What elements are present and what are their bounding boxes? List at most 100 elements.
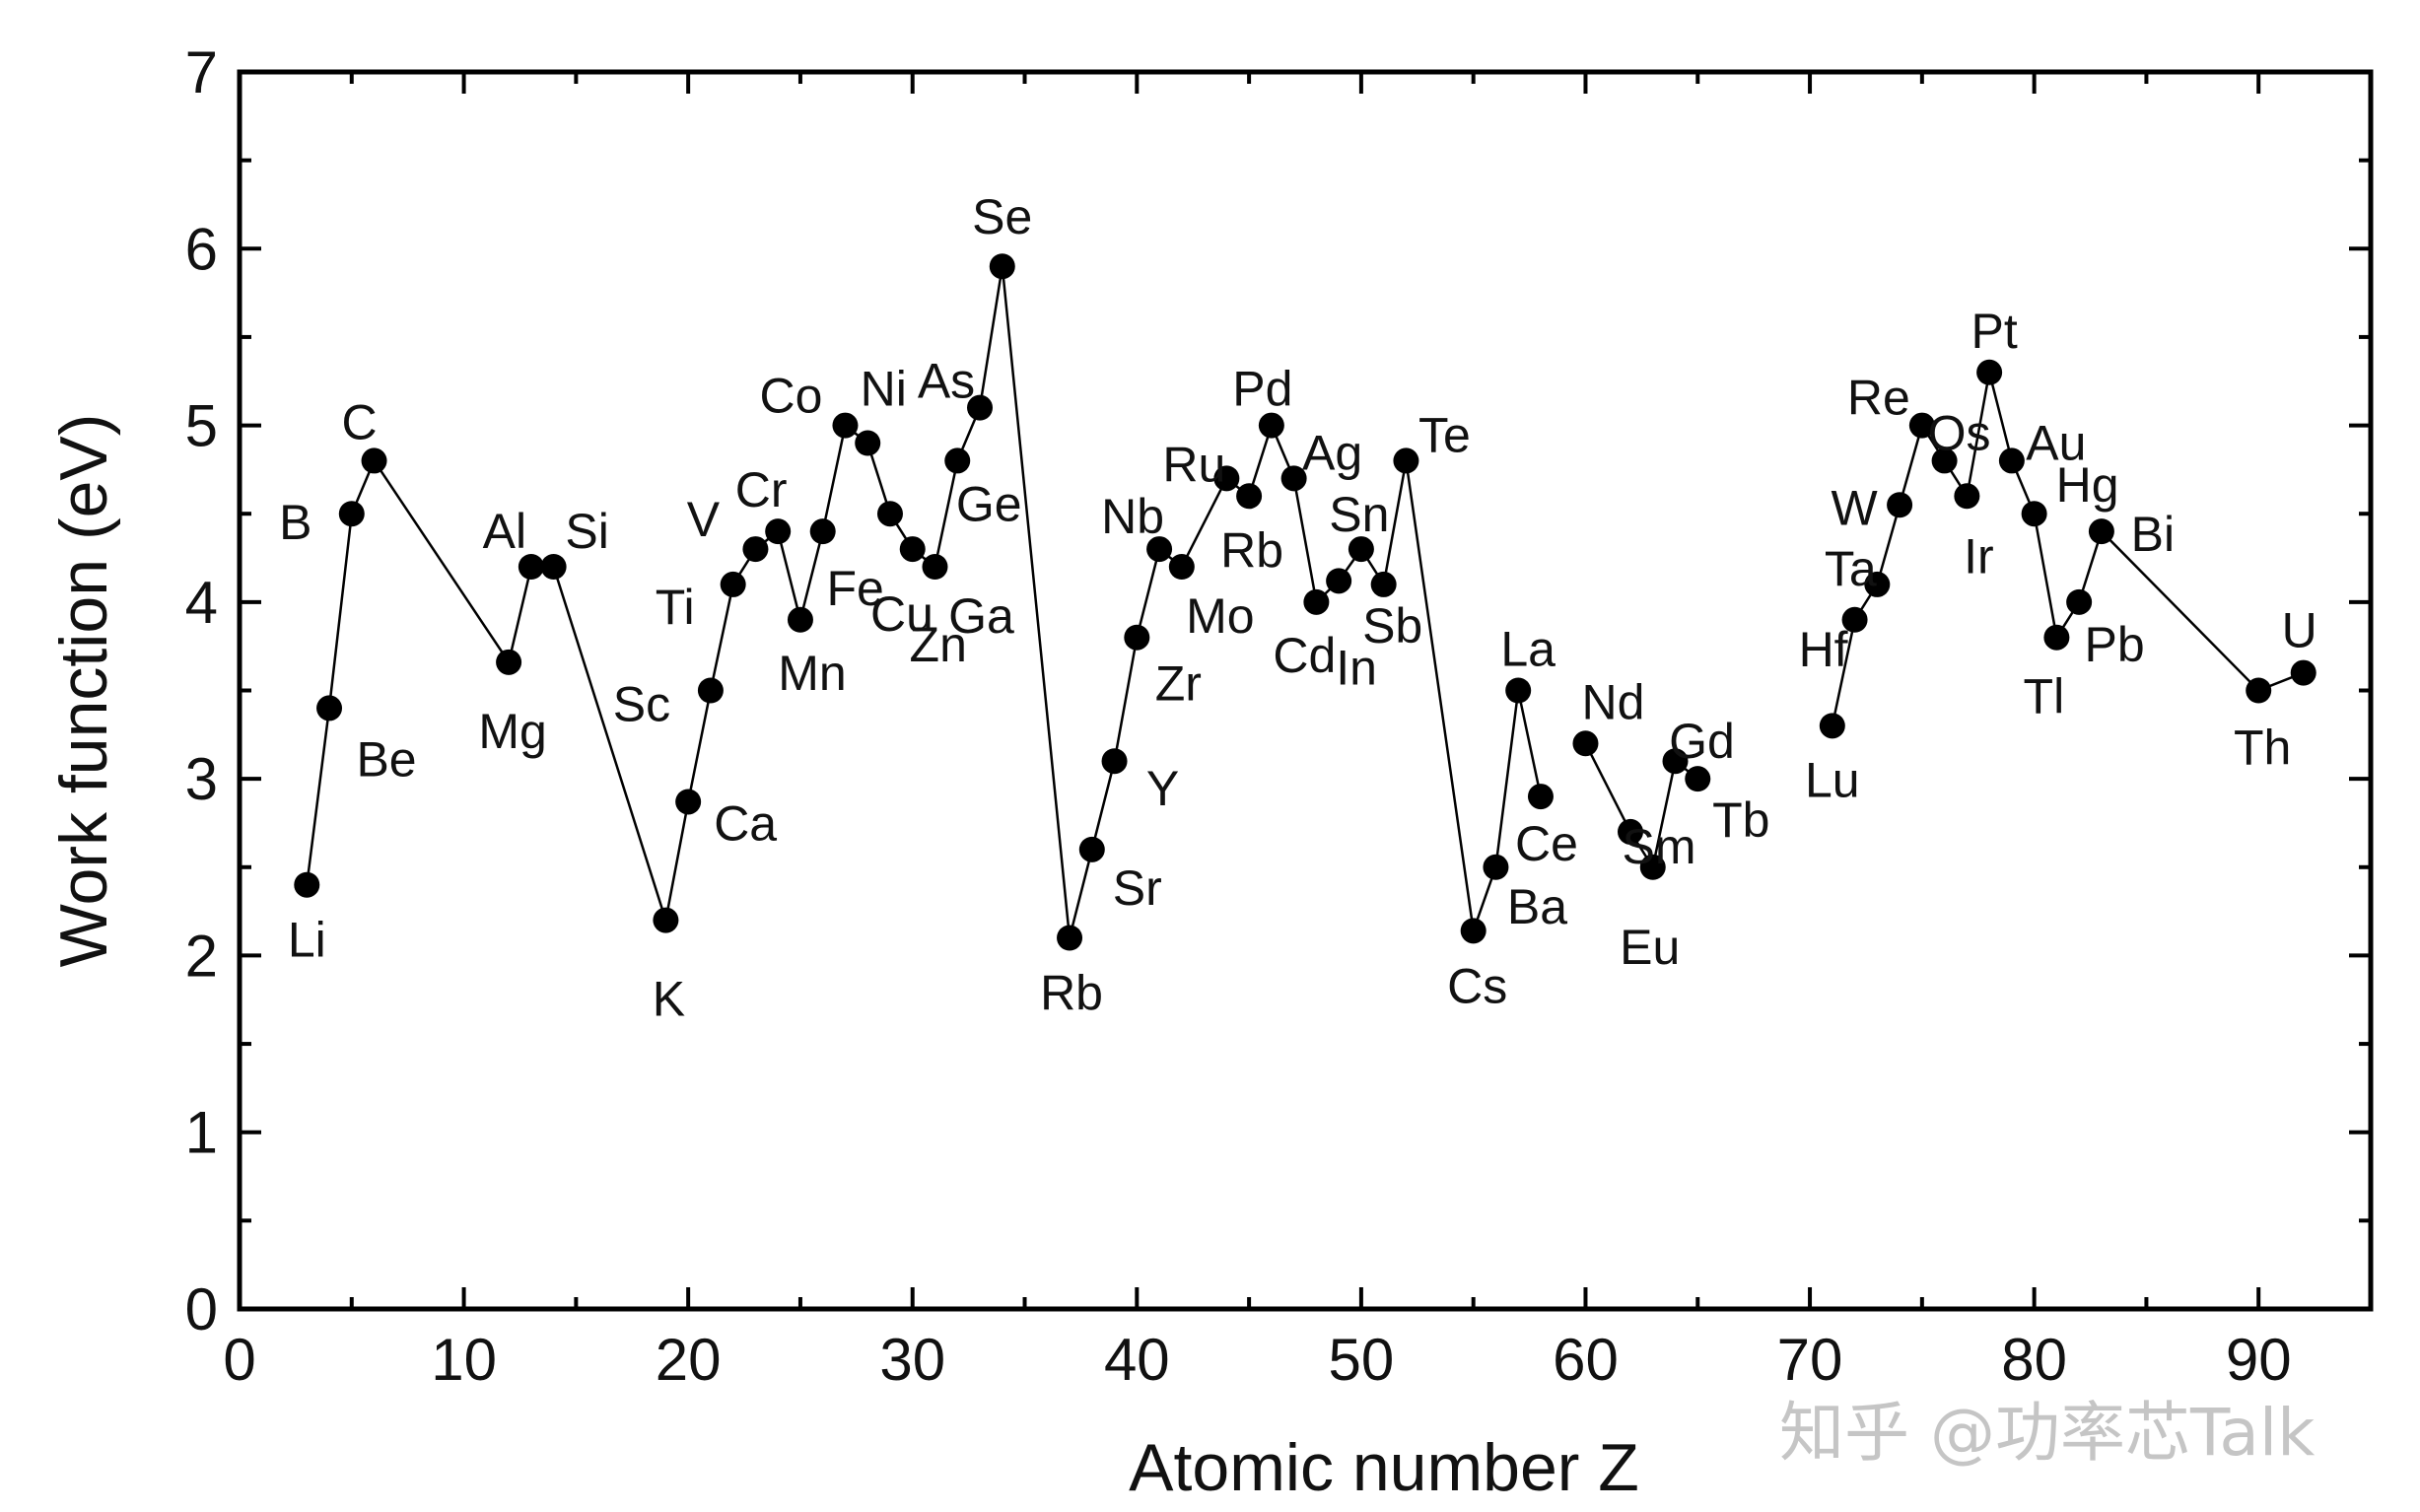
point-label-hg-80: Hg — [2056, 457, 2119, 513]
y-tick-label: 2 — [185, 923, 218, 989]
data-point-u-92 — [2290, 659, 2316, 686]
point-label-ga-31: Ga — [948, 588, 1014, 644]
data-point-ca-20 — [675, 789, 702, 815]
point-label-mo-42: Mo — [1186, 588, 1254, 644]
data-point-ga-31 — [922, 554, 948, 580]
data-point-sn-50 — [1348, 536, 1374, 563]
data-point-b-5 — [338, 501, 365, 527]
data-point-in-49 — [1326, 568, 1352, 594]
y-axis-title: Work function (eV) — [46, 414, 121, 968]
point-label-v-23: V — [687, 492, 721, 547]
point-label-sb-51: Sb — [1362, 598, 1422, 653]
data-point-ti-22 — [720, 571, 746, 597]
data-point-ag-47 — [1280, 465, 1307, 492]
point-label-eu-63: Eu — [1620, 920, 1680, 975]
data-point-ta-73 — [1864, 571, 1891, 597]
point-label-pd-46: Pd — [1232, 362, 1292, 417]
point-label-cr-24: Cr — [735, 462, 788, 517]
data-point-rb-45 — [1236, 483, 1263, 510]
y-tick-label: 4 — [185, 570, 218, 636]
point-label-lu-71: Lu — [1805, 752, 1860, 807]
data-point-ce-58 — [1527, 784, 1554, 810]
data-point-zn-30 — [899, 536, 926, 563]
data-point-tl-81 — [2043, 624, 2070, 651]
point-label-rb-37: Rb — [1040, 966, 1103, 1021]
point-label-co-27: Co — [760, 369, 823, 424]
point-label-th-90: Th — [2234, 721, 2291, 776]
x-tick-label: 90 — [2226, 1327, 2292, 1393]
point-label-li-3: Li — [288, 913, 326, 968]
point-label-k-19: K — [653, 972, 685, 1027]
data-point-ge-32 — [944, 447, 971, 474]
data-point-hf-72 — [1841, 606, 1868, 633]
data-point-cr-24 — [765, 518, 792, 545]
point-label-cs-55: Cs — [1447, 958, 1507, 1013]
y-tick-label: 1 — [185, 1100, 218, 1166]
point-label-y-39: Y — [1146, 761, 1179, 816]
point-label-in-49: In — [1336, 640, 1377, 695]
data-point-cu-29 — [876, 501, 903, 527]
data-point-th-90 — [2246, 677, 2272, 704]
x-tick-label: 40 — [1104, 1327, 1170, 1393]
data-point-nb-41 — [1146, 536, 1173, 563]
data-point-si-14 — [540, 554, 567, 580]
data-point-rb-37 — [1057, 925, 1083, 951]
data-point-re-75 — [1908, 412, 1935, 439]
data-point-co-27 — [832, 412, 859, 439]
data-point-nd-60 — [1572, 730, 1599, 757]
point-label-be-4: Be — [356, 731, 416, 787]
point-label-ba-56: Ba — [1507, 879, 1567, 934]
point-label-zr-40: Zr — [1155, 656, 1202, 712]
y-tick-label: 5 — [185, 393, 218, 459]
data-point-la-57 — [1505, 677, 1532, 704]
data-point-ni-28 — [855, 430, 881, 456]
data-point-au-79 — [1998, 447, 2025, 474]
data-point-sm-62 — [1617, 818, 1643, 845]
data-series — [294, 253, 2316, 951]
point-label-ce-58: Ce — [1515, 816, 1578, 871]
point-label-nb-41: Nb — [1101, 489, 1164, 544]
point-label-ru-44: Ru — [1162, 437, 1225, 492]
data-point-mg-12 — [496, 649, 522, 675]
data-point-ir-77 — [1954, 483, 1980, 510]
data-point-cd-48 — [1303, 588, 1330, 615]
y-tick-label: 7 — [185, 39, 218, 105]
point-label-bi-83: Bi — [2131, 507, 2175, 562]
plot-frame — [237, 69, 2374, 1312]
point-label-ag-47: Ag — [1302, 425, 1362, 480]
point-label-u-92: U — [2282, 603, 2317, 658]
data-point-pt-78 — [1976, 359, 2003, 385]
data-point-gd-64 — [1662, 748, 1689, 775]
data-point-mo-42 — [1168, 554, 1195, 580]
data-point-se-34 — [989, 253, 1015, 280]
watermark: 知乎 @功率芯Talk — [1779, 1395, 2316, 1471]
point-label-te-52: Te — [1418, 407, 1471, 462]
x-tick-label: 0 — [223, 1327, 255, 1393]
point-label-tl-81: Tl — [2024, 669, 2065, 724]
data-point-lu-71 — [1819, 713, 1845, 739]
point-label-pb-82: Pb — [2085, 617, 2145, 672]
data-point-w-74 — [1887, 492, 1913, 518]
point-label-mn-25: Mn — [778, 646, 846, 701]
point-label-zn-30: Zn — [910, 617, 967, 672]
data-point-hg-80 — [2021, 501, 2047, 527]
point-label-w-74: W — [1831, 480, 1878, 535]
point-label-as-33: As — [918, 354, 975, 409]
data-point-sb-51 — [1370, 571, 1397, 597]
point-label-ti-22: Ti — [656, 580, 695, 635]
y-tick-label: 0 — [185, 1276, 218, 1342]
point-label-b-5: B — [279, 495, 311, 550]
data-point-ru-44 — [1213, 465, 1240, 492]
y-tick-label: 3 — [185, 746, 218, 812]
data-point-k-19 — [653, 907, 679, 933]
data-point-ba-56 — [1483, 854, 1509, 880]
point-label-sr-38: Sr — [1113, 860, 1162, 916]
data-point-sc-21 — [697, 677, 724, 704]
point-label-ir-77: Ir — [1964, 528, 1994, 584]
point-label-ge-32: Ge — [956, 476, 1022, 531]
point-label-c-6: C — [341, 394, 377, 449]
point-label-os-76: Os — [1928, 405, 1991, 460]
data-point-te-52 — [1393, 447, 1419, 474]
